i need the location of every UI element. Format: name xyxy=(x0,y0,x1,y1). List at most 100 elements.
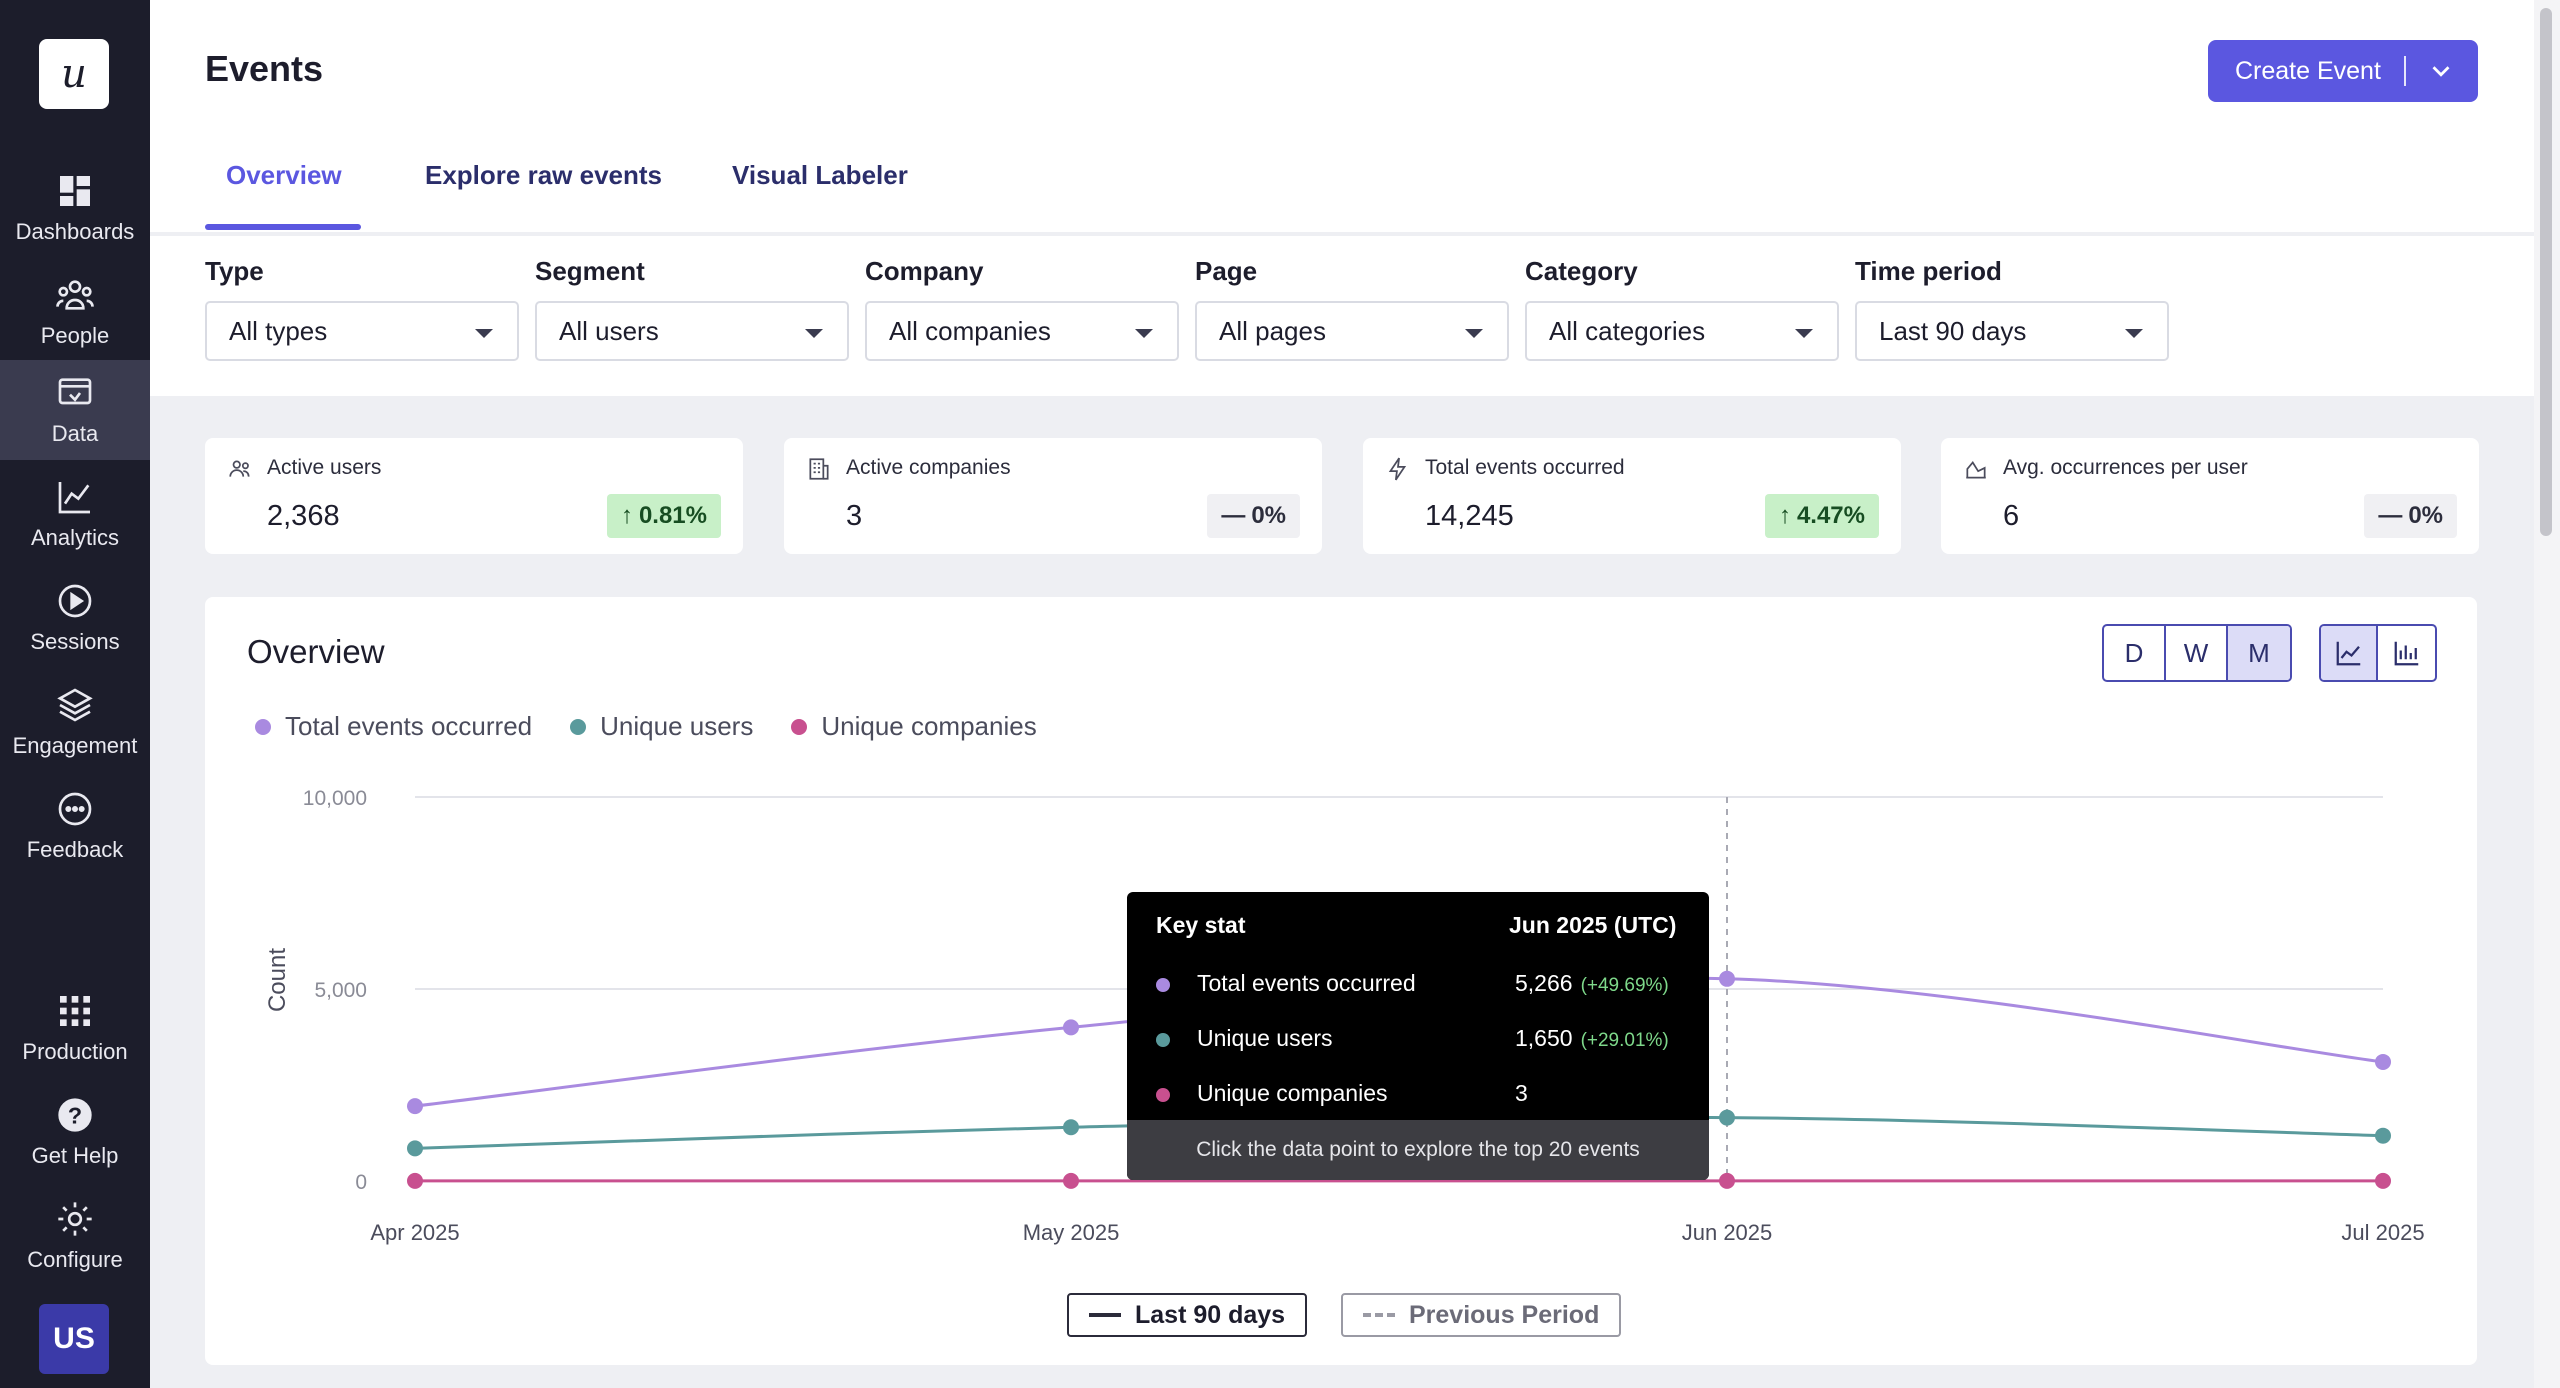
stat-value: 6 xyxy=(2003,500,2020,532)
production-grid-icon xyxy=(60,996,90,1026)
granularity-week-button[interactable]: W xyxy=(2166,626,2228,680)
series-dot xyxy=(1156,1088,1170,1102)
stat-value: 2,368 xyxy=(267,500,340,532)
line-chart-icon xyxy=(2336,641,2360,666)
sidebar-item-get-help[interactable]: ? Get Help xyxy=(0,1082,150,1182)
solid-line-icon xyxy=(1089,1313,1121,1317)
app-logo[interactable]: u xyxy=(39,39,109,109)
sidebar-item-data[interactable]: Data xyxy=(0,360,150,460)
tooltip-header-date: Jun 2025 (UTC) xyxy=(1509,912,1677,938)
tooltip-header-label: Key stat xyxy=(1156,912,1246,938)
filter-label: Category xyxy=(1525,256,1638,286)
scrollbar[interactable] xyxy=(2534,0,2560,1388)
x-tick-label: Apr 2025 xyxy=(370,1220,459,1245)
data-point xyxy=(407,1172,423,1189)
caret-down-icon xyxy=(1795,329,1813,338)
sidebar-item-analytics[interactable]: Analytics xyxy=(0,464,150,564)
sidebar-item-label: People xyxy=(40,323,110,348)
caret-down-icon xyxy=(475,329,493,338)
filter-label: Time period xyxy=(1855,256,2002,286)
sidebar-item-configure[interactable]: Configure xyxy=(0,1186,150,1286)
page-title: Events xyxy=(205,48,324,89)
sidebar-item-label: Production xyxy=(22,1039,128,1064)
x-tick-label: Jul 2025 xyxy=(2341,1220,2424,1245)
sidebar-item-people[interactable]: People xyxy=(0,262,150,362)
sidebar-item-label: Analytics xyxy=(30,525,120,550)
sidebar-item-label: Configure xyxy=(27,1247,123,1272)
caret-down-icon xyxy=(2125,329,2143,338)
caret-down-icon xyxy=(1135,329,1153,338)
filter-label: Page xyxy=(1195,256,1258,286)
company-select[interactable]: All companies xyxy=(865,301,1179,361)
chevron-down-icon[interactable] xyxy=(2426,56,2456,86)
stat-title: Avg. occurrences per user xyxy=(2003,456,2248,479)
filter-segment: Segment All users xyxy=(535,256,849,361)
stat-title: Active companies xyxy=(846,456,1011,479)
sidebar-item-label: Data xyxy=(51,421,99,446)
data-point xyxy=(2375,1127,2391,1144)
granularity-toggle: D W M xyxy=(2102,624,2292,682)
data-point xyxy=(2375,1053,2391,1070)
granularity-month-button[interactable]: M xyxy=(2228,626,2290,680)
feedback-icon xyxy=(58,792,92,826)
stat-card-avg-occurrences: Avg. occurrences per user 6 —0% xyxy=(1941,438,2479,554)
page-select[interactable]: All pages xyxy=(1195,301,1509,361)
previous-period-toggle[interactable]: Previous Period xyxy=(1341,1293,1622,1337)
filter-company: Company All companies xyxy=(865,256,1179,361)
dashboards-icon xyxy=(60,176,90,206)
type-select[interactable]: All types xyxy=(205,301,519,361)
arrow-up-icon: ↑ xyxy=(1778,502,1791,529)
y-axis-label: Count xyxy=(264,948,291,1012)
sidebar-item-dashboards[interactable]: Dashboards xyxy=(0,158,150,258)
sidebar-item-label: Get Help xyxy=(31,1143,119,1168)
caret-down-icon xyxy=(1465,329,1483,338)
legend-item-unique-companies[interactable]: Unique companies xyxy=(791,711,1037,742)
category-select[interactable]: All categories xyxy=(1525,301,1839,361)
stat-value: 3 xyxy=(846,500,863,532)
sidebar-item-label: Feedback xyxy=(26,837,124,862)
current-period-toggle[interactable]: Last 90 days xyxy=(1067,1293,1308,1337)
users-icon xyxy=(229,460,250,477)
tab-overview[interactable]: Overview xyxy=(226,160,342,190)
avatar[interactable]: US xyxy=(39,1304,109,1374)
filter-type: Type All types xyxy=(205,256,519,361)
data-point xyxy=(1063,1172,1079,1189)
sidebar-item-feedback[interactable]: Feedback xyxy=(0,776,150,876)
tooltip-row: Unique users 1,650 (+29.01%) xyxy=(1127,1019,1709,1059)
sidebar: u Dashboards People Data Analytics Sessi… xyxy=(0,0,150,1388)
status-badge: ↑ 4.47% xyxy=(1764,494,1879,538)
time-period-select[interactable]: Last 90 days xyxy=(1855,301,2169,361)
tooltip-row: Total events occurred 5,266 (+49.69%) xyxy=(1127,964,1709,1004)
create-event-button[interactable]: Create Event xyxy=(2208,40,2478,102)
tab-visual-labeler[interactable]: Visual Labeler xyxy=(732,160,908,190)
y-tick-label: 0 xyxy=(355,1171,367,1194)
line-chart-view-button[interactable] xyxy=(2321,626,2379,680)
legend-item-total-events[interactable]: Total events occurred xyxy=(255,711,532,742)
legend-dot xyxy=(255,718,271,735)
bar-chart-view-button[interactable] xyxy=(2378,626,2435,680)
people-icon xyxy=(56,280,94,310)
sidebar-item-label: Engagement xyxy=(12,733,138,758)
sidebar-item-production[interactable]: Production xyxy=(0,978,150,1078)
granularity-day-button[interactable]: D xyxy=(2104,626,2166,680)
tab-explore-raw-events[interactable]: Explore raw events xyxy=(425,160,662,190)
data-point xyxy=(1719,1109,1735,1126)
stat-title: Total events occurred xyxy=(1425,456,1625,479)
data-icon xyxy=(58,378,92,405)
filter-category: Category All categories xyxy=(1525,256,1839,361)
legend-item-unique-users[interactable]: Unique users xyxy=(570,711,753,742)
page-header: Events Create Event Overview Explore raw… xyxy=(150,0,2534,232)
overview-title: Overview xyxy=(247,633,385,670)
scrollbar-thumb[interactable] xyxy=(2540,8,2552,536)
data-point xyxy=(1063,1019,1079,1036)
sidebar-item-engagement[interactable]: Engagement xyxy=(0,672,150,772)
filter-page: Page All pages xyxy=(1195,256,1509,361)
segment-select[interactable]: All users xyxy=(535,301,849,361)
sidebar-item-sessions[interactable]: Sessions xyxy=(0,568,150,668)
help-icon: ? xyxy=(58,1098,92,1132)
view-mode-toggle xyxy=(2319,624,2437,682)
analytics-icon xyxy=(58,482,90,514)
button-divider xyxy=(2404,56,2406,86)
gear-icon xyxy=(58,1202,92,1236)
tooltip-row: Unique companies 3 xyxy=(1127,1074,1709,1114)
